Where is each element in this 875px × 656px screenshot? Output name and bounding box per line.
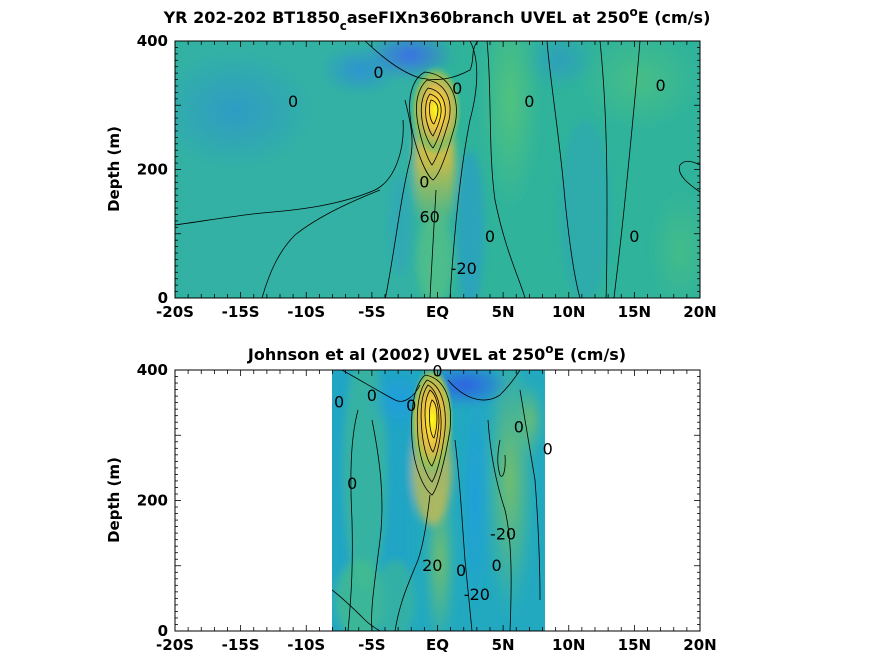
x-tick-label: EQ [426,303,449,321]
panel-title: Johnson et al (2002) UVEL at 250oE (cm/s… [247,342,626,364]
contour-label: 0 [347,474,357,493]
contour-lines [175,41,700,298]
x-tick-label: 15N [618,303,651,321]
contour-label: 0 [543,440,553,459]
axes-frame: -20S -15S -10S -5S EQ 5N 10N 15N 20N 0 200 400 Dep… [105,32,717,321]
colour-field [332,370,545,631]
contour-label: 0 [524,92,534,111]
x-tick-label: 20N [683,636,716,654]
contour-label: 0 [514,417,524,436]
contour-label: 0 [367,386,377,405]
contour-label: 0 [419,172,429,191]
x-tick-label: EQ [426,636,449,654]
y-tick-label: 400 [137,32,168,50]
y-tick-label: 400 [137,361,168,379]
contour-label: 0 [656,76,666,95]
y-axis-label: Depth (m) [105,457,123,543]
x-tick-label: -10S [287,636,325,654]
contour-label: 20 [422,556,442,575]
y-tick-label: 200 [137,161,168,179]
x-tick-label: -10S [287,303,325,321]
contour-label: 0 [373,63,383,82]
x-tick-label: 5N [492,636,515,654]
contour-label: 0 [334,393,344,412]
y-axis-label: Depth (m) [105,126,123,212]
y-tick-label: 0 [158,289,168,307]
x-tick-label: -20S [156,636,194,654]
contour-label: 0 [629,227,639,246]
x-tick-label: -20S [156,303,194,321]
contour-label: 0 [456,561,466,580]
panel-model: YR 202-202 BT1850caseFIXn360branch UVEL … [105,5,717,321]
x-tick-label: -5S [358,303,385,321]
panel-title: YR 202-202 BT1850caseFIXn360branch UVEL … [163,5,711,33]
x-tick-label: 15N [618,636,651,654]
y-tick-label: 200 [137,492,168,510]
x-tick-label: -15S [222,636,260,654]
contour-lines [332,370,541,631]
x-tick-label: 10N [552,636,585,654]
y-tick-label: 0 [158,622,168,640]
x-tick-label: 5N [492,303,515,321]
contour-label: 60 [419,208,439,227]
contour-label: -20 [451,259,477,278]
contour-label: 0 [288,92,298,111]
contour-label: 0 [406,396,416,415]
x-tick-label: 10N [552,303,585,321]
x-tick-label: -5S [358,636,385,654]
contour-label: -20 [464,585,490,604]
colour-field [175,41,700,298]
contour-label: 0 [485,227,495,246]
panel-observations: Johnson et al (2002) UVEL at 250oE (cm/s… [105,342,717,654]
contour-label: 0 [452,79,462,98]
contour-label: -20 [490,524,516,543]
x-tick-label: -15S [222,303,260,321]
contour-label-layer: -20 0 0 60 0 0 0 0 0 0 [288,63,666,278]
x-tick-label: 20N [683,303,716,321]
contour-label: 0 [491,556,501,575]
